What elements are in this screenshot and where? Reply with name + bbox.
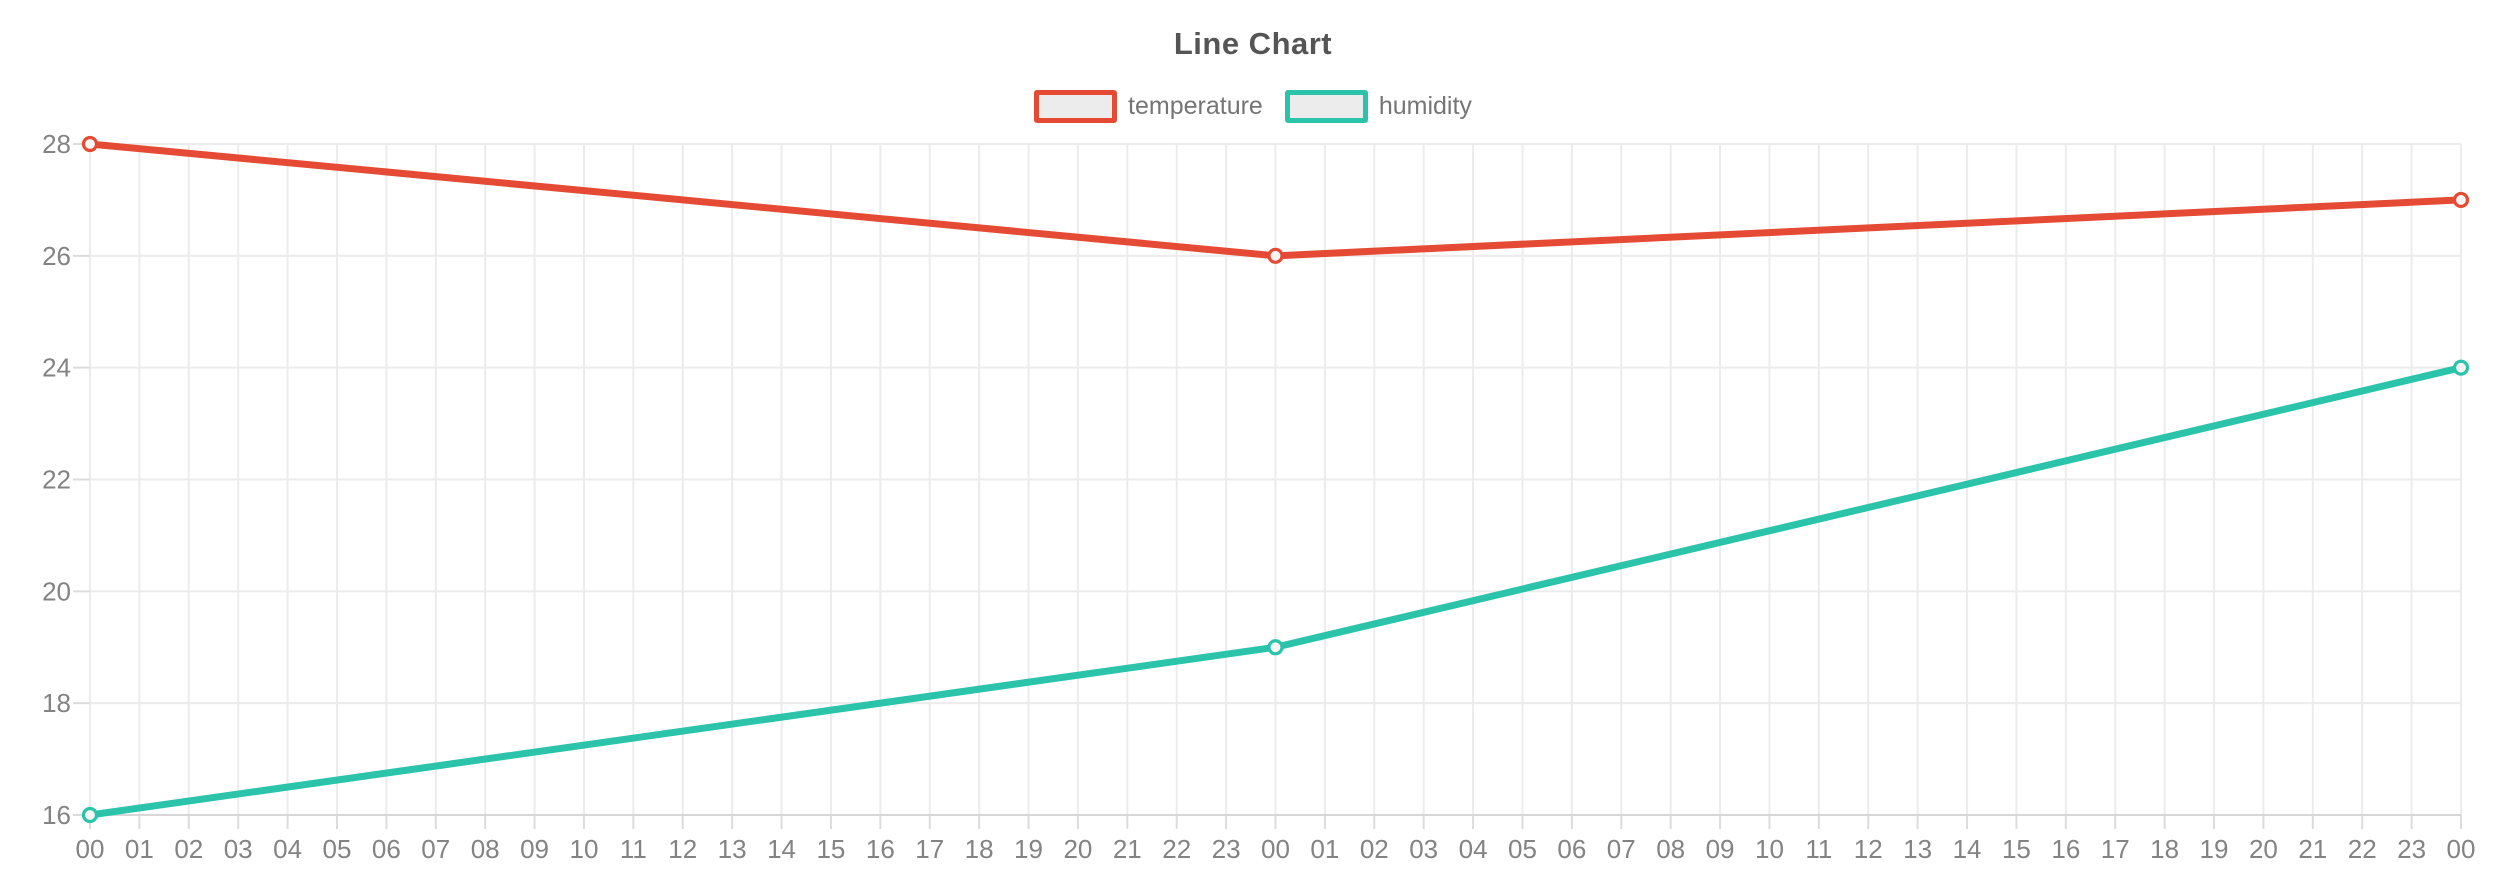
x-tick-label: 10 <box>569 834 598 864</box>
x-tick-label: 22 <box>1162 834 1191 864</box>
x-tick-label: 04 <box>273 834 302 864</box>
x-tick-label: 22 <box>2348 834 2377 864</box>
legend-swatch-humidity <box>1284 90 1368 123</box>
x-tick-label: 07 <box>1607 834 1636 864</box>
x-tick-label: 14 <box>1953 834 1982 864</box>
series-line-temperature <box>81 135 2470 264</box>
x-tick-label: 04 <box>1459 834 1488 864</box>
data-point-humidity[interactable] <box>81 806 99 824</box>
x-tick-label: 08 <box>1656 834 1685 864</box>
x-tick-label: 08 <box>471 834 500 864</box>
x-tick-label: 02 <box>174 834 203 864</box>
y-tick-label: 28 <box>42 129 71 159</box>
x-tick-label: 18 <box>2150 834 2179 864</box>
x-tick-label: 15 <box>2002 834 2031 864</box>
x-tick-label: 07 <box>421 834 450 864</box>
data-point-humidity[interactable] <box>2452 359 2470 376</box>
x-tick-label: 19 <box>1014 834 1043 864</box>
x-tick-label: 17 <box>915 834 944 864</box>
x-tick-label: 16 <box>2051 834 2080 864</box>
y-tick-label: 20 <box>42 576 71 606</box>
x-tick-label: 20 <box>1063 834 1092 864</box>
legend-label: temperature <box>1128 92 1263 120</box>
x-tick-label: 23 <box>2397 834 2426 864</box>
x-tick-label: 09 <box>1706 834 1735 864</box>
y-tick-label: 22 <box>42 465 71 495</box>
x-tick-label: 17 <box>2101 834 2130 864</box>
x-tick-label: 12 <box>1854 834 1883 864</box>
x-tick-label: 06 <box>372 834 401 864</box>
legend-item-temperature[interactable]: temperature <box>1034 90 1263 123</box>
x-tick-label: 23 <box>1212 834 1241 864</box>
data-point-humidity[interactable] <box>1267 639 1284 656</box>
y-tick-label: 26 <box>42 241 71 271</box>
x-tick-label: 02 <box>1360 834 1389 864</box>
x-tick-label: 21 <box>2298 834 2327 864</box>
y-axis-labels: 16 18 20 22 24 26 28 <box>42 129 71 830</box>
x-tick-label: 00 <box>1261 834 1290 864</box>
x-tick-label: 01 <box>125 834 154 864</box>
data-point-temperature[interactable] <box>2452 191 2470 209</box>
legend-label: humidity <box>1378 92 1472 120</box>
x-tick-label: 20 <box>2249 834 2278 864</box>
x-tick-label: 21 <box>1113 834 1142 864</box>
x-tick-label: 16 <box>866 834 895 864</box>
x-tick-label: 12 <box>668 834 697 864</box>
x-tick-label: 18 <box>965 834 994 864</box>
x-tick-label: 15 <box>816 834 845 864</box>
chart-title: Line Chart <box>1173 26 1333 61</box>
x-tick-label: 13 <box>1903 834 1932 864</box>
x-tick-label: 11 <box>1805 834 1832 864</box>
x-tick-label: 00 <box>76 834 105 864</box>
series-line-humidity <box>81 359 2470 824</box>
y-tick-label: 18 <box>42 688 71 718</box>
x-tick-label: 19 <box>2200 834 2229 864</box>
x-tick-label: 05 <box>1508 834 1537 864</box>
x-tick-label: 03 <box>224 834 253 864</box>
data-point-temperature[interactable] <box>81 135 99 153</box>
x-tick-label: 03 <box>1409 834 1438 864</box>
legend-item-humidity[interactable]: humidity <box>1284 90 1472 123</box>
x-tick-label: 00 <box>2447 834 2476 864</box>
x-tick-label: 10 <box>1755 834 1784 864</box>
x-tick-label: 05 <box>323 834 352 864</box>
y-tick-label: 16 <box>42 800 71 830</box>
x-axis-labels: 00 01 02 03 04 05 06 07 08 09 10 11 12 13 14 15 16 17 18 19… <box>76 834 2476 864</box>
x-tick-label: 11 <box>620 834 647 864</box>
x-tick-label: 09 <box>520 834 549 864</box>
data-point-temperature[interactable] <box>1267 247 1284 264</box>
x-tick-label: 06 <box>1557 834 1586 864</box>
grid-lines <box>73 143 2462 829</box>
y-tick-label: 24 <box>42 353 71 383</box>
x-tick-label: 13 <box>718 834 747 864</box>
legend-swatch-temperature <box>1034 90 1118 123</box>
x-tick-label: 01 <box>1310 834 1339 864</box>
x-tick-label: 14 <box>767 834 796 864</box>
chart-legend: temperature humidity <box>0 90 2506 123</box>
